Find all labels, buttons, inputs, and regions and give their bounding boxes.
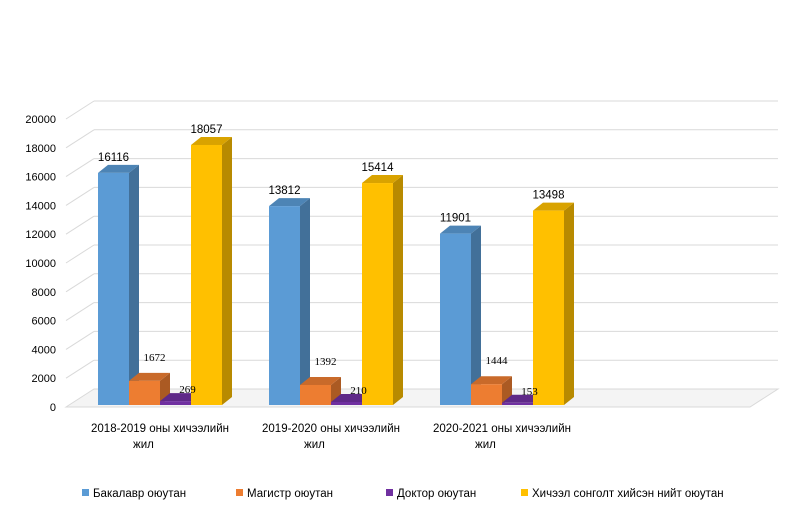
bar-top bbox=[471, 376, 512, 385]
bar-front bbox=[191, 144, 222, 406]
data-label: 15414 bbox=[362, 162, 395, 174]
bar bbox=[191, 136, 232, 406]
legend-label: Доктор оюутан bbox=[397, 488, 476, 500]
data-label: 210 bbox=[350, 385, 367, 397]
bar-front bbox=[362, 183, 393, 405]
data-label: 13812 bbox=[269, 185, 301, 197]
bar-front bbox=[98, 172, 129, 405]
bar-side bbox=[222, 136, 232, 406]
bar-side bbox=[129, 164, 139, 405]
gridline-side bbox=[65, 100, 95, 120]
bar-top bbox=[331, 393, 372, 402]
bar-front bbox=[471, 384, 502, 405]
legend-swatch bbox=[386, 489, 393, 496]
y-tick-label: 6000 bbox=[32, 316, 56, 328]
data-labels: 16116 1672 269 18057 13812 1392 210 15414 11901 1… bbox=[98, 124, 565, 398]
y-tick-label: 4000 bbox=[32, 344, 56, 356]
data-label: 11901 bbox=[440, 213, 471, 225]
bar-front bbox=[502, 402, 533, 405]
legend-item: Доктор оюутан bbox=[386, 488, 476, 500]
x-tick-label: 2019-2020 оны хичээлийн bbox=[262, 423, 400, 435]
y-tick-label: 0 bbox=[50, 402, 56, 414]
gridline-side bbox=[65, 158, 95, 178]
bar-top bbox=[191, 136, 232, 145]
bar bbox=[533, 202, 574, 405]
data-label: 18057 bbox=[191, 124, 223, 136]
gridline-side bbox=[65, 186, 95, 206]
legend-label: Хичээл сонголт хийсэн нийт оюутан bbox=[532, 488, 724, 500]
y-tick-label: 18000 bbox=[25, 143, 56, 155]
data-label: 1672 bbox=[144, 352, 166, 364]
floor-plane bbox=[64, 388, 780, 408]
x-tick-label: 2020-2021 оны хичээлийн bbox=[433, 423, 571, 435]
bar bbox=[440, 225, 481, 405]
y-tick-label: 20000 bbox=[25, 114, 56, 126]
bar-side bbox=[564, 202, 574, 405]
bar-front bbox=[533, 210, 564, 405]
legend-item: Хичээл сонголт хийсэн нийт оюутан bbox=[521, 488, 724, 500]
bar-front bbox=[300, 384, 331, 405]
legend-label: Бакалавр оюутан bbox=[93, 488, 186, 500]
bar-front bbox=[129, 380, 160, 405]
bar-side bbox=[393, 175, 403, 405]
bar-top bbox=[300, 376, 341, 385]
bar bbox=[98, 164, 139, 405]
y-tick-label: 14000 bbox=[25, 200, 56, 212]
data-label: 153 bbox=[521, 386, 538, 398]
legend: Бакалавр оюутан Магистр оюутан Доктор оюут… bbox=[82, 488, 724, 500]
data-label: 269 bbox=[179, 384, 196, 396]
gridline-side bbox=[65, 302, 95, 322]
bar-side bbox=[300, 198, 310, 405]
legend-swatch bbox=[82, 489, 89, 496]
bar-top bbox=[269, 198, 310, 207]
y-axis: 0 2000 4000 6000 8000 10000 12000 14000 16000 180… bbox=[25, 114, 56, 414]
gridline-side bbox=[65, 244, 95, 264]
x-tick-label: жил bbox=[304, 439, 325, 451]
gridlines bbox=[65, 100, 778, 379]
chart-floor bbox=[64, 388, 780, 408]
gridline-side bbox=[65, 359, 95, 379]
data-label: 1392 bbox=[315, 356, 337, 368]
bar-top bbox=[98, 164, 139, 173]
gridline-side bbox=[65, 215, 95, 235]
legend-swatch bbox=[521, 489, 528, 496]
legend-label: Магистр оюутан bbox=[247, 488, 333, 500]
legend-swatch bbox=[236, 489, 243, 496]
bar-side bbox=[471, 225, 481, 405]
bar-top bbox=[129, 372, 170, 381]
y-tick-label: 10000 bbox=[25, 258, 56, 270]
y-tick-label: 12000 bbox=[25, 229, 56, 241]
gridline-side bbox=[65, 273, 95, 293]
x-tick-label: жил bbox=[133, 439, 154, 451]
x-axis: 2018-2019 оны хичээлийн жил 2019-2020 оны … bbox=[91, 423, 571, 451]
x-tick-label: 2018-2019 оны хичээлийн bbox=[91, 423, 229, 435]
x-tick-label: жил bbox=[475, 439, 496, 451]
bar-front bbox=[440, 233, 471, 405]
y-tick-label: 16000 bbox=[25, 172, 56, 184]
y-tick-label: 8000 bbox=[32, 287, 56, 299]
bar-top bbox=[362, 175, 403, 184]
bar-top bbox=[440, 225, 481, 234]
data-label: 13498 bbox=[533, 190, 565, 202]
gridline-side bbox=[65, 330, 95, 350]
bar bbox=[300, 376, 341, 405]
legend-item: Бакалавр оюутан bbox=[82, 488, 186, 500]
bar bbox=[362, 175, 403, 405]
bar-front bbox=[160, 401, 191, 405]
bar-front bbox=[269, 206, 300, 405]
y-tick-label: 2000 bbox=[32, 373, 56, 385]
legend-item: Магистр оюутан bbox=[236, 488, 333, 500]
bars bbox=[98, 136, 574, 406]
bar bbox=[129, 372, 170, 405]
bar-front bbox=[331, 401, 362, 405]
bar-top bbox=[533, 202, 574, 211]
bar-top bbox=[502, 394, 543, 403]
bar bbox=[269, 198, 310, 405]
data-label: 16116 bbox=[98, 152, 129, 164]
bar-top bbox=[160, 393, 201, 402]
gridline-side bbox=[65, 129, 95, 149]
data-label: 1444 bbox=[486, 355, 509, 367]
